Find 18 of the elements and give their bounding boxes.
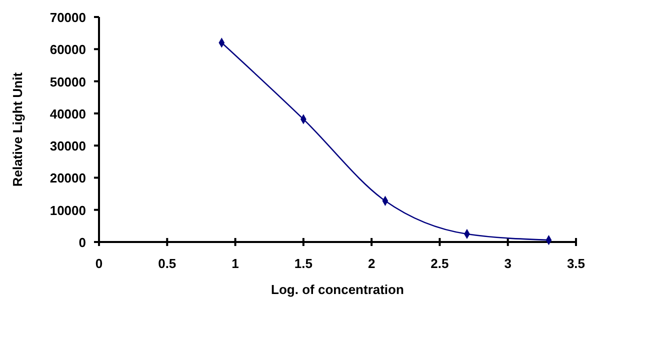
y-tick-label: 70000 [50,10,86,25]
y-axis-title: Relative Light Unit [10,72,25,187]
x-axis-title: Log. of concentration [271,282,404,297]
x-tick-label: 2.5 [430,256,449,271]
x-tick-label: 2 [368,256,376,271]
y-tick-label: 60000 [50,42,86,58]
x-tick-label: 3.5 [566,256,586,271]
x-tick-label: 1 [232,256,239,271]
y-tick-label: 50000 [50,74,86,90]
y-tick-label: 30000 [50,138,86,154]
y-tick-label: 0 [78,235,86,250]
x-tick-label: 0 [95,256,103,271]
x-tick-label: 0.5 [158,256,176,271]
y-tick-label: 40000 [50,106,86,122]
x-tick-label: 3 [504,256,512,271]
y-tick-label: 10000 [50,202,86,218]
x-tick-label: 1.5 [294,256,312,271]
y-tick-label: 20000 [50,170,86,186]
